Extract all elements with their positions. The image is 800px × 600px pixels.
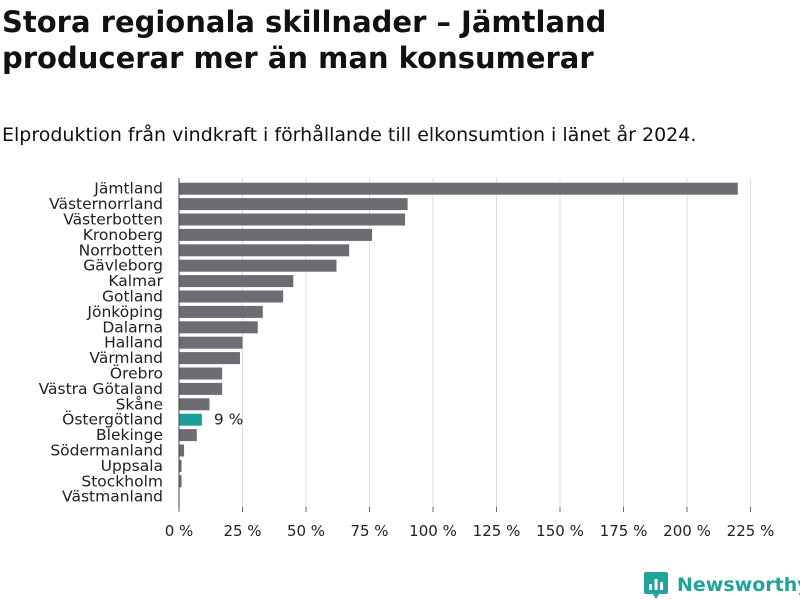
bar [179,321,258,334]
category-label: Blekinge [96,426,163,444]
category-label: Västra Götaland [39,380,163,398]
bar [179,459,182,472]
bar [179,305,263,318]
bar [179,228,373,241]
bar [179,275,294,288]
category-label: Östergötland [62,410,163,429]
bar [179,352,240,365]
bar [179,336,243,349]
category-label: Södermanland [50,442,163,460]
chart-title: Stora regionala skillnader – Jämtland pr… [2,5,607,75]
category-label: Värmland [89,349,163,367]
category-label: Västernorrland [49,195,163,213]
bar [179,398,210,411]
category-label: Gävleborg [83,257,163,275]
category-label: Örebro [110,364,163,383]
category-label: Kalmar [108,272,163,290]
category-label: Jämtland [93,180,163,198]
bar [179,444,185,457]
bar [179,382,223,395]
x-tick-label: 225 % [727,522,775,540]
bar [179,413,202,426]
bar [179,182,738,195]
bar [179,429,197,442]
category-label: Gotland [102,288,163,306]
brand-name: Newsworthy [677,574,800,596]
x-tick-label: 200 % [663,522,711,540]
bar-chart: JämtlandVästernorrlandVästerbottenKronob… [39,178,775,540]
bar [179,244,350,257]
category-label: Halland [104,334,163,352]
category-label: Dalarna [102,318,163,336]
x-tick-label: 100 % [409,522,457,540]
chart-subtitle: Elproduktion från vindkraft i förhålland… [2,124,697,146]
category-label: Kronoberg [83,226,163,244]
x-tick-label: 125 % [473,522,521,540]
brand-logo: Newsworthy [643,570,800,600]
bar [179,290,284,303]
category-label: Skåne [116,395,163,413]
category-label: Västmanland [62,488,163,506]
bar [179,213,406,226]
bar [179,475,182,488]
category-label: Stockholm [81,472,163,490]
category-label: Västerbotten [63,211,163,229]
category-label: Uppsala [101,457,163,475]
x-tick-label: 50 % [287,522,325,540]
x-tick-label: 75 % [350,522,388,540]
bar [179,259,337,272]
newsworthy-logo-icon [644,572,668,599]
data-label: 9 % [214,411,244,429]
x-tick-label: 0 % [165,522,194,540]
x-tick-label: 150 % [536,522,584,540]
category-label: Norrbotten [79,241,163,259]
category-label: Jönköping [86,303,163,321]
bar [179,367,223,380]
x-tick-label: 175 % [600,522,648,540]
x-tick-label: 25 % [223,522,261,540]
bar [179,198,408,211]
